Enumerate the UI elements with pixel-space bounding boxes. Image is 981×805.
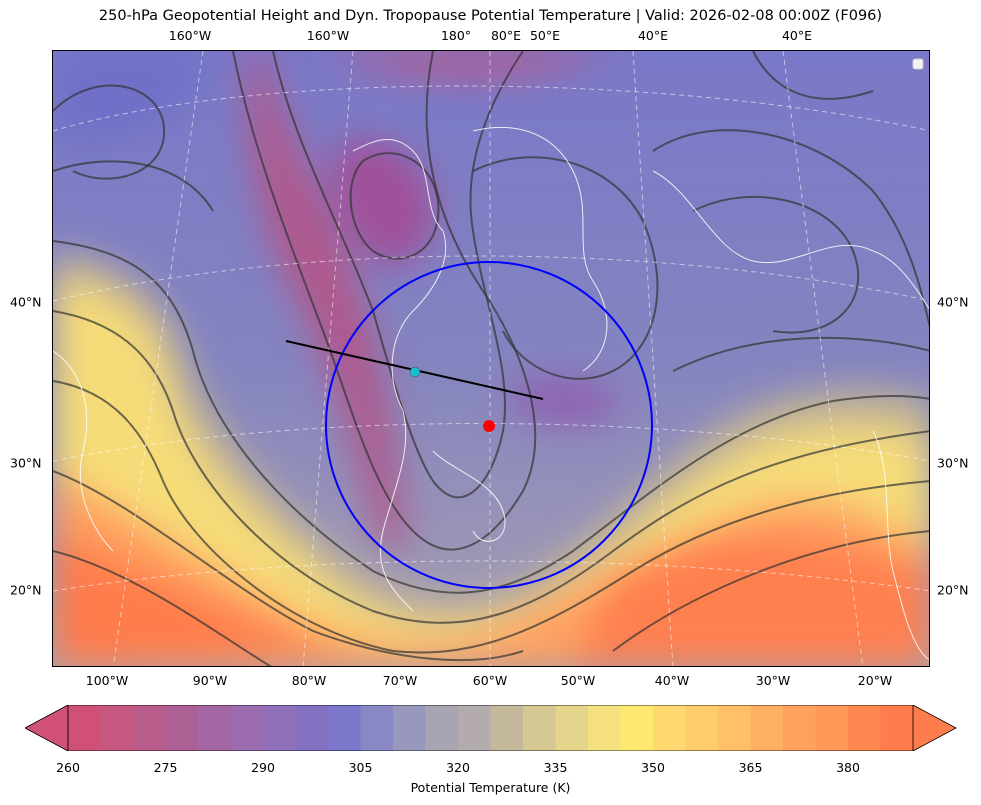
colorbar-bin [490, 705, 524, 751]
top-lon-label: 180° [440, 28, 472, 43]
colorbar-bin [360, 705, 394, 751]
colorbar-label: Potential Temperature (K) [410, 780, 571, 795]
colorbar-bin [880, 705, 914, 751]
top-lon-label: 160°W [168, 28, 212, 43]
bottom-lon-label: 90°W [192, 673, 228, 688]
bottom-lon-label: 70°W [382, 673, 418, 688]
colorbar-tick-label: 305 [348, 760, 373, 775]
colorbar-bin [620, 705, 654, 751]
colorbar-bin [133, 705, 166, 751]
bottom-lon-label: 80°W [291, 673, 327, 688]
colorbar-bin [588, 705, 621, 751]
colorbar-bin [230, 705, 264, 751]
center-point-marker [483, 420, 495, 432]
coastlines [53, 126, 929, 661]
bottom-lon-label: 30°W [755, 673, 791, 688]
colorbar-bin [458, 705, 491, 751]
colorbar-bin [750, 705, 784, 751]
temperature-field [53, 51, 929, 666]
bottom-lon-label: 60°W [472, 673, 508, 688]
top-lon-label: 160°W [306, 28, 350, 43]
right-lat-label: 20°N [937, 582, 969, 598]
colorbar-bin [523, 705, 556, 751]
colorbar-bin [685, 705, 719, 751]
colorbar-bin [295, 705, 329, 751]
map-canvas [53, 51, 929, 666]
bottom-lon-label: 100°W [85, 673, 129, 688]
colorbar-bin [848, 705, 881, 751]
legend-box [912, 58, 924, 70]
left-lat-label: 40°N [10, 294, 42, 310]
colorbar-bin [263, 705, 296, 751]
bottom-lon-label: 20°W [857, 673, 893, 688]
top-lon-label: 40°E [637, 28, 669, 43]
colorbar-tick-label: 335 [543, 760, 568, 775]
top-lon-label: 40°E [781, 28, 813, 43]
colorbar-bin [815, 705, 849, 751]
colorbar-bin [198, 705, 231, 751]
colorbar-tick-label: 365 [738, 760, 763, 775]
right-lat-label: 30°N [937, 455, 969, 471]
colorbar-tick-label: 290 [251, 760, 275, 775]
colorbar-tick-label: 260 [56, 760, 80, 775]
graticule [53, 51, 929, 666]
colorbar-tick-label: 275 [153, 760, 178, 775]
top-lon-label: 80°E [490, 28, 522, 43]
secondary-point-marker [409, 366, 421, 378]
colorbar-extend-high [912, 705, 957, 751]
colorbar-bin [165, 705, 199, 751]
right-lat-label: 40°N [937, 294, 969, 310]
bottom-lon-label: 50°W [560, 673, 596, 688]
colorbar-bin [425, 705, 459, 751]
colorbar-tick-label: 350 [641, 760, 665, 775]
colorbar-bin [555, 705, 589, 751]
colorbar-extend-low [25, 705, 69, 751]
left-lat-label: 20°N [10, 582, 42, 598]
bottom-lon-label: 40°W [654, 673, 690, 688]
top-lon-label: 50°E [529, 28, 561, 43]
colorbar-tick-label: 320 [446, 760, 470, 775]
chart-title: 250-hPa Geopotential Height and Dyn. Tro… [98, 8, 883, 24]
search-radius-circle [325, 261, 653, 589]
map-panel[interactable] [52, 50, 930, 667]
colorbar-bin [100, 705, 134, 751]
colorbar-bin [393, 705, 426, 751]
colorbar-bin [68, 705, 101, 751]
colorbar-bin [783, 705, 816, 751]
colorbar-bin [653, 705, 686, 751]
left-lat-label: 30°N [10, 455, 42, 471]
colorbar [25, 705, 957, 751]
geopotential-height-contours [53, 51, 929, 666]
colorbar-bin [328, 705, 361, 751]
colorbar-bin [718, 705, 751, 751]
colorbar-tick-label: 380 [836, 760, 860, 775]
